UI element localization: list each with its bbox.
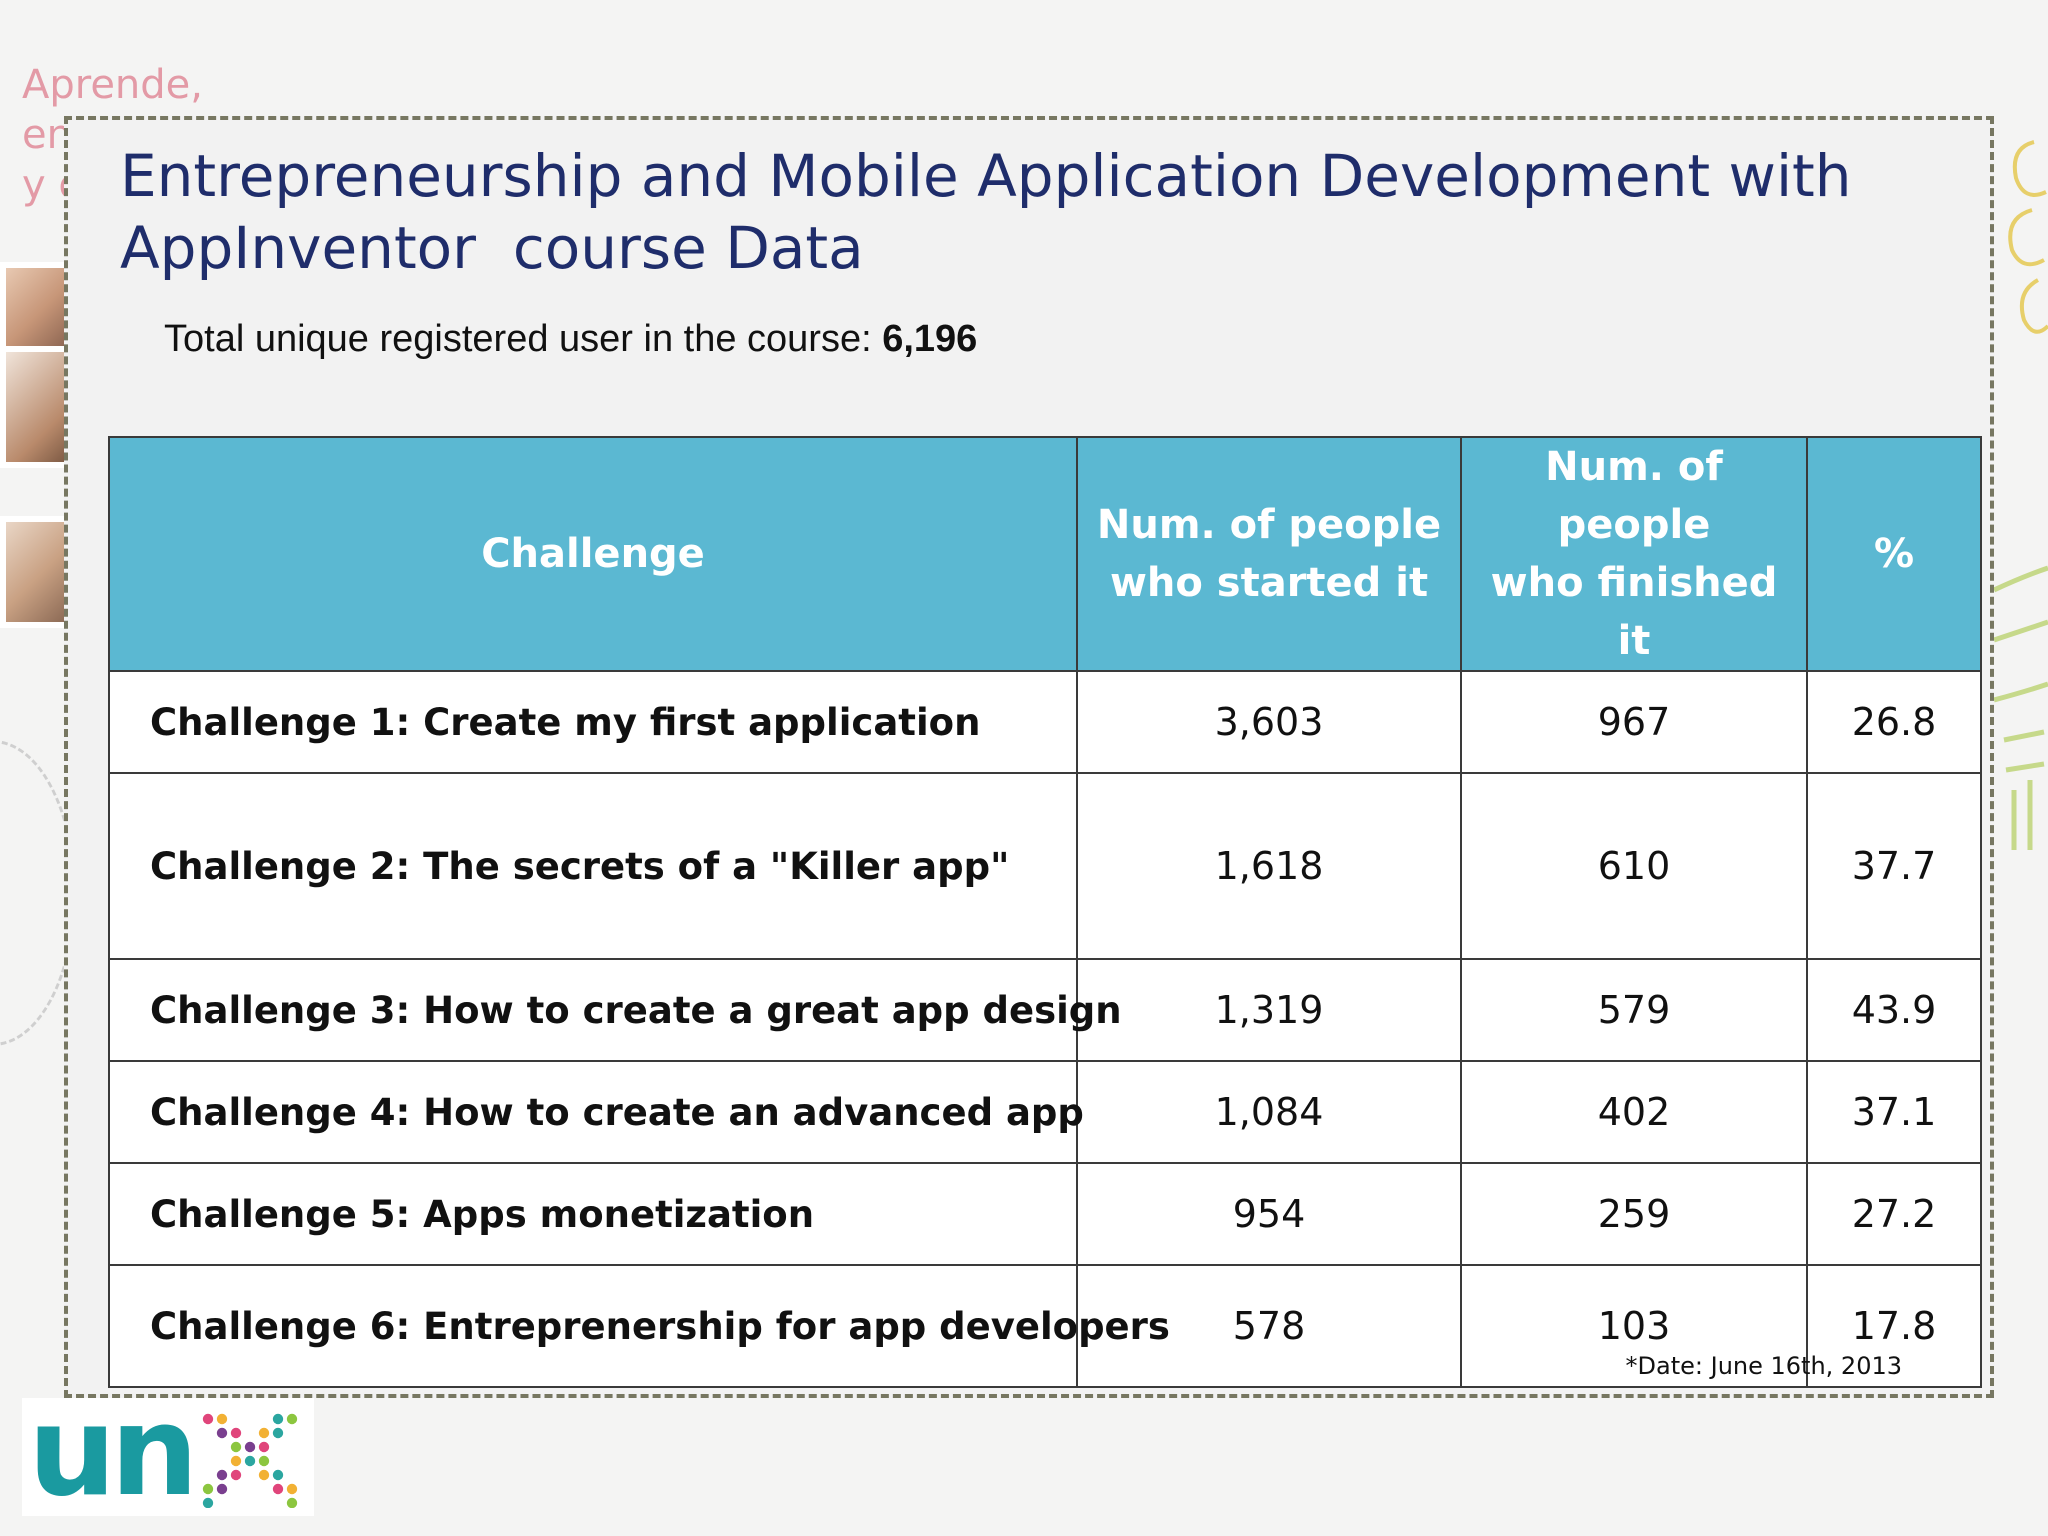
- logo-dot: [244, 1441, 256, 1453]
- cell-finished: 579: [1460, 958, 1808, 1062]
- background-text-line: en: [22, 112, 72, 158]
- table-row: Challenge 2: The secrets of a "Killer ap…: [108, 772, 1982, 960]
- cell-finished: 103: [1460, 1264, 1808, 1388]
- cell-challenge: Challenge 5: Apps monetization: [108, 1162, 1078, 1266]
- header-finished-line: Num. of people: [1545, 444, 1723, 548]
- logo-dot: [272, 1483, 284, 1495]
- table-row: Challenge 4: How to create an advanced a…: [108, 1060, 1982, 1164]
- header-finished: Num. of people who finished it: [1460, 436, 1808, 672]
- cell-percent: 37.1: [1806, 1060, 1982, 1164]
- cell-challenge: Challenge 3: How to create a great app d…: [108, 958, 1122, 1062]
- unx-logo: un: [22, 1380, 314, 1524]
- cell-challenge: Challenge 4: How to create an advanced a…: [108, 1060, 1084, 1164]
- logo-dot: [244, 1455, 256, 1467]
- table-header-row: Challenge Num. of people who started it …: [108, 436, 1982, 672]
- cell-percent: 26.8: [1806, 670, 1982, 774]
- logo-dot: [216, 1413, 228, 1425]
- cell-finished: 967: [1460, 670, 1808, 774]
- cell-finished: 259: [1460, 1162, 1808, 1266]
- logo-dot: [286, 1413, 298, 1425]
- background-photo: [0, 346, 72, 468]
- table-row: Challenge 6: Entreprenership for app dev…: [108, 1264, 1982, 1388]
- logo-x-dots-icon: [202, 1413, 298, 1508]
- cell-started: 1,618: [1076, 772, 1462, 960]
- logo-dot: [216, 1483, 228, 1495]
- registered-users-summary: Total unique registered user in the cour…: [164, 318, 977, 361]
- logo-text: un: [28, 1380, 199, 1524]
- cell-challenge: Challenge 6: Entreprenership for app dev…: [108, 1264, 1170, 1388]
- logo-dot: [258, 1469, 270, 1481]
- cell-started: 1,084: [1076, 1060, 1462, 1164]
- table-row: Challenge 1: Create my first application…: [108, 670, 1982, 774]
- logo-dot: [230, 1455, 242, 1467]
- logo-dot: [258, 1441, 270, 1453]
- logo-dot: [272, 1413, 284, 1425]
- logo-dot: [286, 1483, 298, 1495]
- logo-dot: [216, 1427, 228, 1439]
- logo-dot: [230, 1427, 242, 1439]
- header-started-line: who started it: [1109, 560, 1429, 606]
- background-photo: [0, 262, 70, 358]
- logo-dot: [202, 1497, 214, 1508]
- logo-dot: [258, 1455, 270, 1467]
- registered-users-label: Total unique registered user in the cour…: [164, 318, 883, 360]
- logo-dot: [286, 1497, 298, 1508]
- logo-dot: [272, 1427, 284, 1439]
- cell-started: 578: [1076, 1264, 1462, 1388]
- cell-percent: 27.2: [1806, 1162, 1982, 1266]
- header-started-line: Num. of people: [1096, 502, 1442, 548]
- header-started: Num. of people who started it: [1076, 436, 1462, 672]
- right-decoration: [1994, 140, 2048, 850]
- slide-title: Entrepreneurship and Mobile Application …: [120, 142, 1852, 282]
- cell-challenge: Challenge 1: Create my first application: [108, 670, 1078, 774]
- cell-finished: 610: [1460, 772, 1808, 960]
- cell-started: 1,319: [1076, 958, 1462, 1062]
- logo-dot: [272, 1469, 284, 1481]
- date-footnote: *Date: June 16th, 2013: [1625, 1352, 1902, 1380]
- course-data-table: Challenge Num. of people who started it …: [108, 436, 1982, 1388]
- logo-dot: [216, 1469, 228, 1481]
- cell-finished: 402: [1460, 1060, 1808, 1164]
- course-data-table-wrapper: Challenge Num. of people who started it …: [108, 436, 1982, 1388]
- cell-started: 3,603: [1076, 670, 1462, 774]
- cell-percent: 17.8: [1806, 1264, 1982, 1388]
- table-row: Challenge 5: Apps monetization 954 259 2…: [108, 1162, 1982, 1266]
- logo-dot: [202, 1413, 214, 1425]
- logo-dot: [230, 1441, 242, 1453]
- registered-users-count: 6,196: [882, 318, 978, 360]
- background-text-line: Aprende,: [22, 62, 203, 108]
- logo-dot: [202, 1483, 214, 1495]
- header-percent: %: [1806, 436, 1982, 672]
- logo-dot: [258, 1427, 270, 1439]
- background-photo: [0, 516, 70, 628]
- header-finished-line: who finished it: [1490, 560, 1778, 664]
- cell-started: 954: [1076, 1162, 1462, 1266]
- cell-percent: 37.7: [1806, 772, 1982, 960]
- header-challenge: Challenge: [108, 436, 1078, 672]
- slide-frame: Entrepreneurship and Mobile Application …: [64, 116, 1994, 1398]
- cell-percent: 43.9: [1806, 958, 1982, 1062]
- logo-dot: [230, 1469, 242, 1481]
- table-row: Challenge 3: How to create a great app d…: [108, 958, 1982, 1062]
- cell-challenge: Challenge 2: The secrets of a "Killer ap…: [108, 772, 1078, 960]
